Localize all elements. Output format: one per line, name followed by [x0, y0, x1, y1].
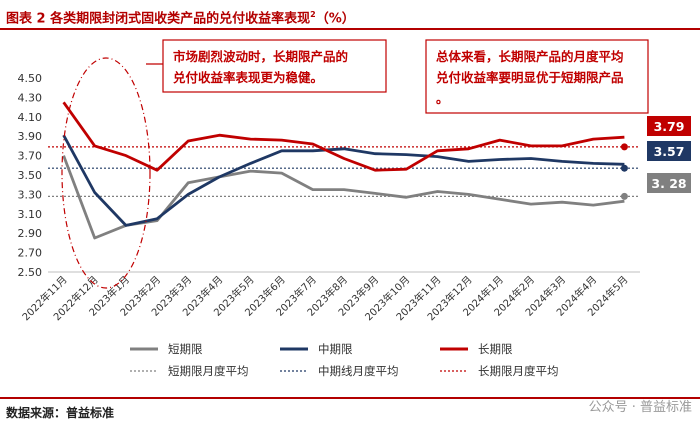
chart-title: 图表 2 各类期限封闭式固收类产品的兑付收益率表现2（%）	[6, 4, 694, 26]
legend-label: 短期限	[168, 342, 203, 356]
y-tick-label: 4.50	[18, 72, 43, 85]
annotation-text: 兑付收益率表现更为稳健。	[173, 70, 323, 85]
y-tick-label: 3.90	[18, 130, 43, 143]
legend-label: 中期限	[318, 342, 353, 356]
average-value-label: 3. 28	[647, 173, 691, 193]
series-lines	[62, 101, 628, 240]
y-tick-label: 3.50	[18, 169, 43, 182]
legend-item: 长期限月度平均	[440, 364, 559, 378]
average-value-label: 3.79	[647, 116, 691, 136]
annotation-text: 。	[436, 91, 449, 106]
average-end-point	[620, 143, 628, 151]
annotation-box	[162, 39, 387, 93]
annotation-text: 总体来看，长期限产品的月度平均	[436, 49, 624, 64]
average-end-point	[620, 192, 628, 200]
average-label-box	[647, 173, 691, 193]
highlight-ellipse	[61, 57, 151, 289]
y-tick-label: 3.70	[18, 150, 43, 163]
legend-item: 短期限	[130, 342, 203, 356]
chart-title-text: 图表 2 各类期限封闭式固收类产品的兑付收益率表现	[6, 11, 311, 27]
data-source: 数据来源：普益标准	[6, 406, 115, 420]
average-label-box	[647, 141, 691, 161]
y-tick-label: 2.50	[18, 266, 43, 279]
title-rule	[0, 28, 700, 30]
footer-rule	[0, 397, 700, 399]
legend-label: 长期限月度平均	[478, 364, 559, 378]
legend-item: 中期限	[280, 342, 353, 356]
legend-item: 长期限	[440, 342, 513, 356]
legend-item: 中期线月度平均	[280, 364, 399, 378]
y-tick-label: 2.90	[18, 227, 43, 240]
average-label-text: 3.57	[654, 144, 685, 159]
chart-title-unit: （%）	[315, 11, 355, 27]
legend-label: 长期限	[478, 342, 513, 356]
legend-label: 短期限月度平均	[168, 364, 249, 378]
average-label-text: 3.79	[654, 119, 685, 134]
average-label-text: 3. 28	[651, 176, 686, 191]
average-label-box	[647, 116, 691, 136]
legend-label: 中期线月度平均	[318, 364, 399, 378]
y-tick-label: 4.30	[18, 91, 43, 104]
y-tick-label: 3.10	[18, 208, 43, 221]
average-end-point	[620, 164, 628, 172]
watermark: 公众号 · 普益标准	[588, 400, 692, 415]
annotation-text: 兑付收益率要明显优于短期限产品	[436, 70, 624, 85]
average-value-label: 3.57	[647, 141, 691, 161]
average-labels: 3.79 3.57 3. 28	[647, 116, 691, 193]
series-line	[62, 101, 625, 172]
annotations: 市场剧烈波动时，长期限产品的兑付收益率表现更为稳健。总体来看，长期限产品的月度平…	[61, 39, 649, 289]
annotation-text: 市场剧烈波动时，长期限产品的	[173, 49, 348, 64]
y-tick-label: 2.70	[18, 247, 43, 260]
chart-title-footnote: 2	[310, 10, 316, 19]
series-line	[62, 155, 625, 240]
annotation-box	[425, 39, 649, 114]
y-tick-label: 3.30	[18, 188, 43, 201]
series-line	[62, 134, 625, 227]
y-tick-label: 4.10	[18, 111, 43, 124]
legend-item: 短期限月度平均	[130, 364, 249, 378]
line-chart: 2.50 2.70 2.90 3.10 3.30 3.50 3.70 3.90 4.10 4.30…	[18, 39, 691, 378]
